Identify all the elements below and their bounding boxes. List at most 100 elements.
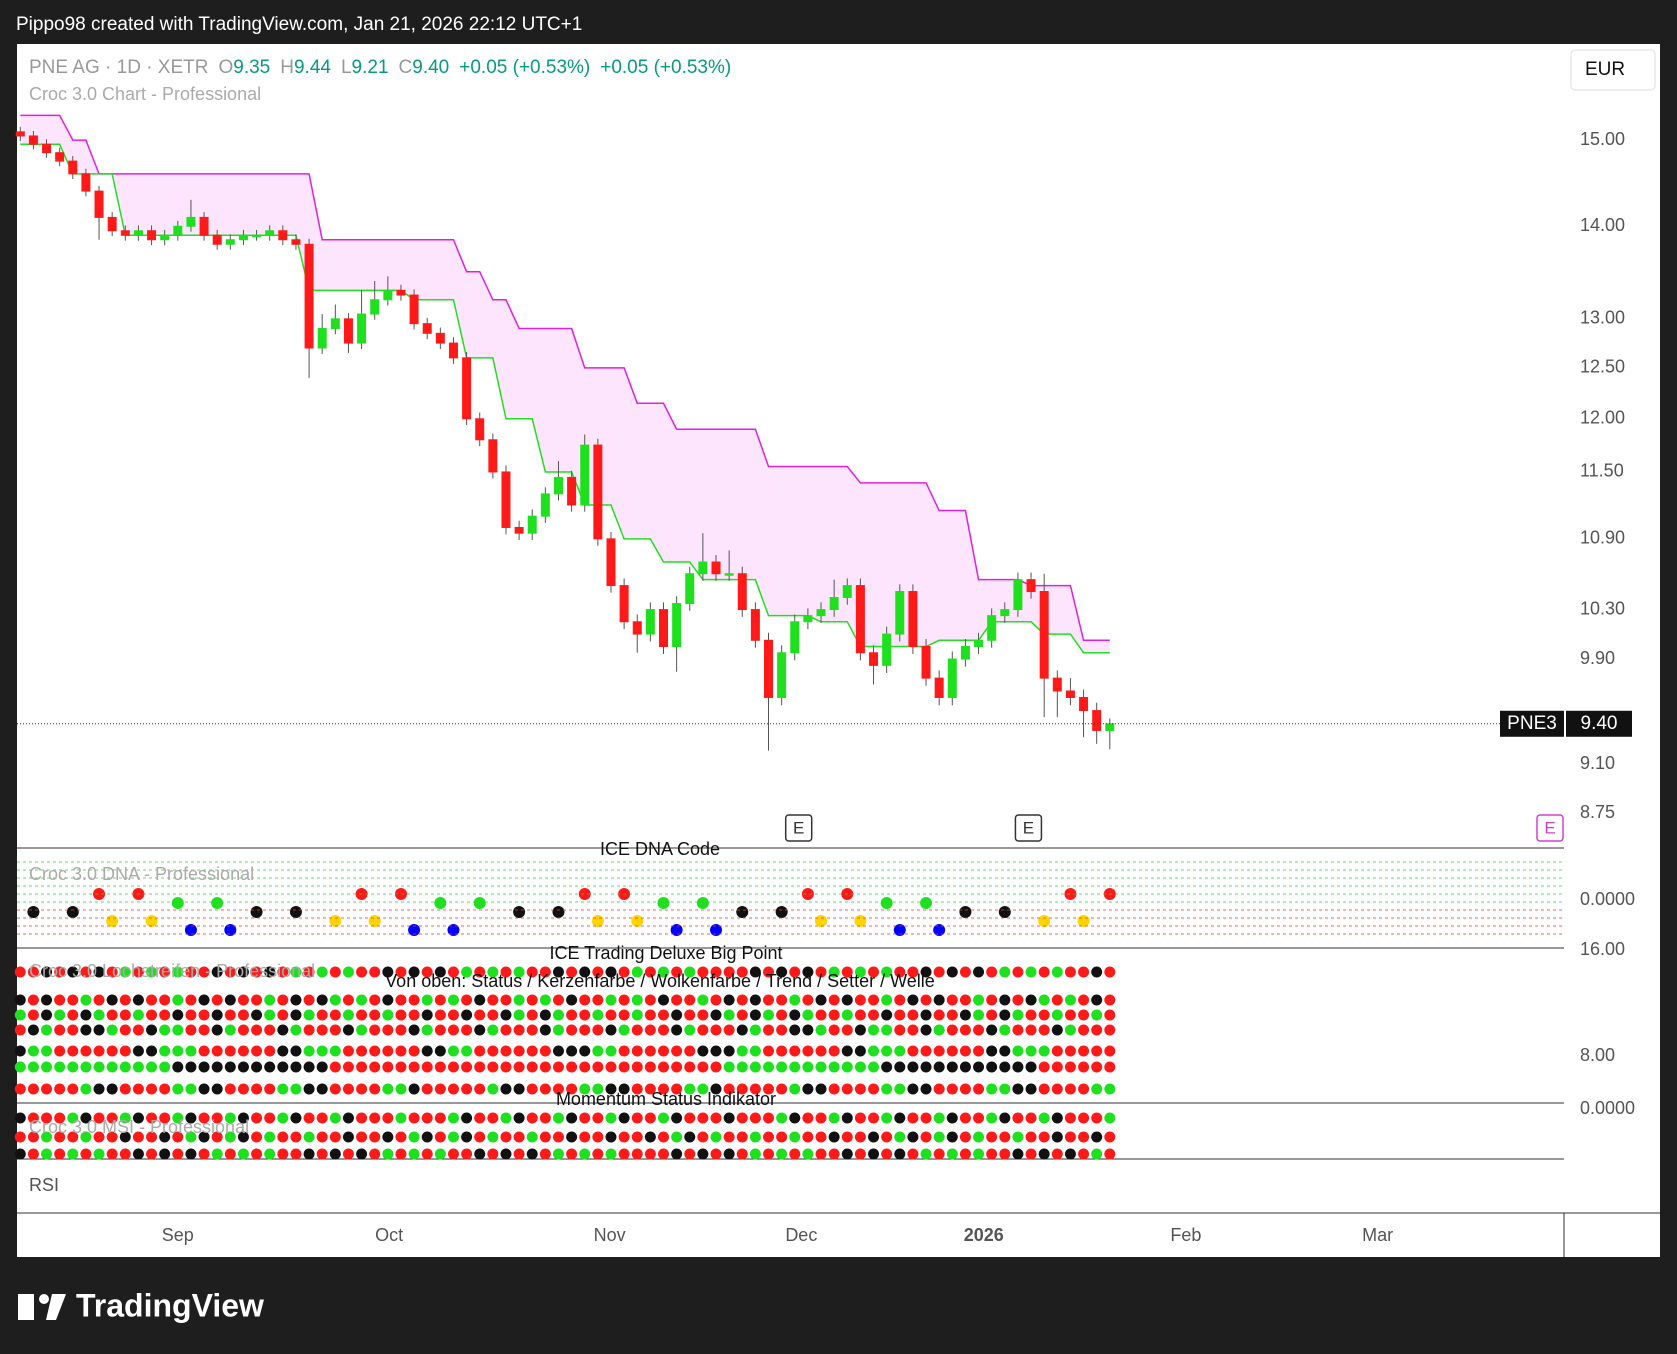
signal-dot <box>946 1045 958 1057</box>
signal-dot <box>1038 1131 1050 1143</box>
signal-dot <box>146 994 158 1006</box>
signal-dot <box>474 1112 486 1124</box>
signal-dot <box>631 1131 643 1143</box>
candle-body <box>698 561 708 575</box>
candle-body <box>133 230 143 236</box>
signal-dot <box>500 1083 512 1095</box>
signal-dot <box>973 1024 985 1036</box>
signal-dot <box>159 1045 171 1057</box>
signal-dot <box>749 1148 761 1160</box>
signal-dot <box>106 1024 118 1036</box>
signal-dot <box>592 1112 604 1124</box>
signal-dot <box>408 1045 420 1057</box>
signal-dot <box>224 1112 236 1124</box>
signal-dot <box>605 1045 617 1057</box>
signal-dot <box>579 1045 591 1057</box>
signal-dot <box>986 1083 998 1095</box>
event-marker <box>1014 814 1043 842</box>
o-key: O <box>218 57 233 78</box>
signal-dot <box>959 1148 971 1160</box>
signal-dot <box>1064 1083 1076 1095</box>
signal-dot <box>539 966 551 978</box>
signal-dot <box>973 1148 985 1160</box>
signal-dot <box>999 1024 1011 1036</box>
signal-dot <box>277 994 289 1006</box>
signal-dot <box>500 1148 512 1160</box>
signal-dot <box>54 994 66 1006</box>
signal-dot <box>1104 1045 1116 1057</box>
signal-dot <box>592 1009 604 1021</box>
signal-dot <box>119 1083 131 1095</box>
signal-dot <box>264 994 276 1006</box>
signal-dot <box>421 1148 433 1160</box>
signal-dot <box>710 1061 722 1073</box>
currency-button[interactable] <box>1570 49 1656 91</box>
candle-body <box>68 160 78 175</box>
candle-body <box>120 230 130 236</box>
signal-dot <box>421 1045 433 1057</box>
signal-dot <box>172 1045 184 1057</box>
signal-dot <box>946 1024 958 1036</box>
signal-dot <box>999 1131 1011 1143</box>
candle-body <box>672 603 682 647</box>
signal-dot <box>119 994 131 1006</box>
candle-body <box>265 230 275 236</box>
signal-dot <box>894 1148 906 1160</box>
signal-dot <box>1104 1061 1116 1073</box>
signal-dot <box>93 1131 105 1143</box>
signal-dot <box>1091 1131 1103 1143</box>
signal-dot <box>132 966 144 978</box>
signal-dot <box>1051 1024 1063 1036</box>
signal-dot <box>395 994 407 1006</box>
signal-dot <box>736 1045 748 1057</box>
signal-dot <box>277 1148 289 1160</box>
signal-dot <box>973 1061 985 1073</box>
signal-dot <box>237 1083 249 1095</box>
signal-dot <box>894 1045 906 1057</box>
signal-dot <box>684 1061 696 1073</box>
signal-dot <box>80 1009 92 1021</box>
candle-body <box>1079 696 1089 712</box>
signal-dot <box>277 1131 289 1143</box>
signal-dot <box>434 1083 446 1095</box>
currency[interactable]: EUR <box>1585 59 1625 80</box>
candle-body <box>685 573 695 605</box>
signal-dot <box>868 1148 880 1160</box>
signal-dot <box>342 1009 354 1021</box>
candle-body <box>764 639 774 698</box>
signal-dot <box>513 994 525 1006</box>
signal-dot <box>552 1112 564 1124</box>
signal-dot <box>933 1148 945 1160</box>
signal-dot <box>54 1148 66 1160</box>
signal-dot <box>184 924 197 936</box>
signal-dot <box>185 966 197 978</box>
signal-dot <box>14 1045 26 1057</box>
signal-dot <box>80 1083 92 1095</box>
main-pane: 15.00 14.00 13.00 12.50 12.00 11.50 10.90 10.30… <box>15 114 1632 842</box>
open: 9.35 <box>233 57 270 78</box>
x-tick-label: Mar <box>1362 1225 1393 1245</box>
signal-dot <box>631 1083 643 1095</box>
signal-dot <box>789 1083 801 1095</box>
signal-dot <box>802 1045 814 1057</box>
signal-dot <box>395 1112 407 1124</box>
candle-body <box>94 190 104 218</box>
signal-dot <box>657 1083 669 1095</box>
signal-dot <box>1091 1112 1103 1124</box>
signal-dot <box>106 1045 118 1057</box>
signal-dot <box>1064 888 1077 900</box>
signal-dot <box>159 1131 171 1143</box>
signal-dot <box>618 994 630 1006</box>
signal-dot <box>461 1045 473 1057</box>
signal-dot <box>461 1131 473 1143</box>
signal-dot <box>342 966 354 978</box>
signal-dot <box>211 1083 223 1095</box>
signal-dot <box>146 1024 158 1036</box>
chart-frame <box>17 44 1660 1257</box>
signal-dot <box>776 1045 788 1057</box>
signal-dot <box>185 1131 197 1143</box>
signal-dot <box>881 1112 893 1124</box>
signal-dot <box>1025 1083 1037 1095</box>
signal-dot <box>854 915 867 927</box>
